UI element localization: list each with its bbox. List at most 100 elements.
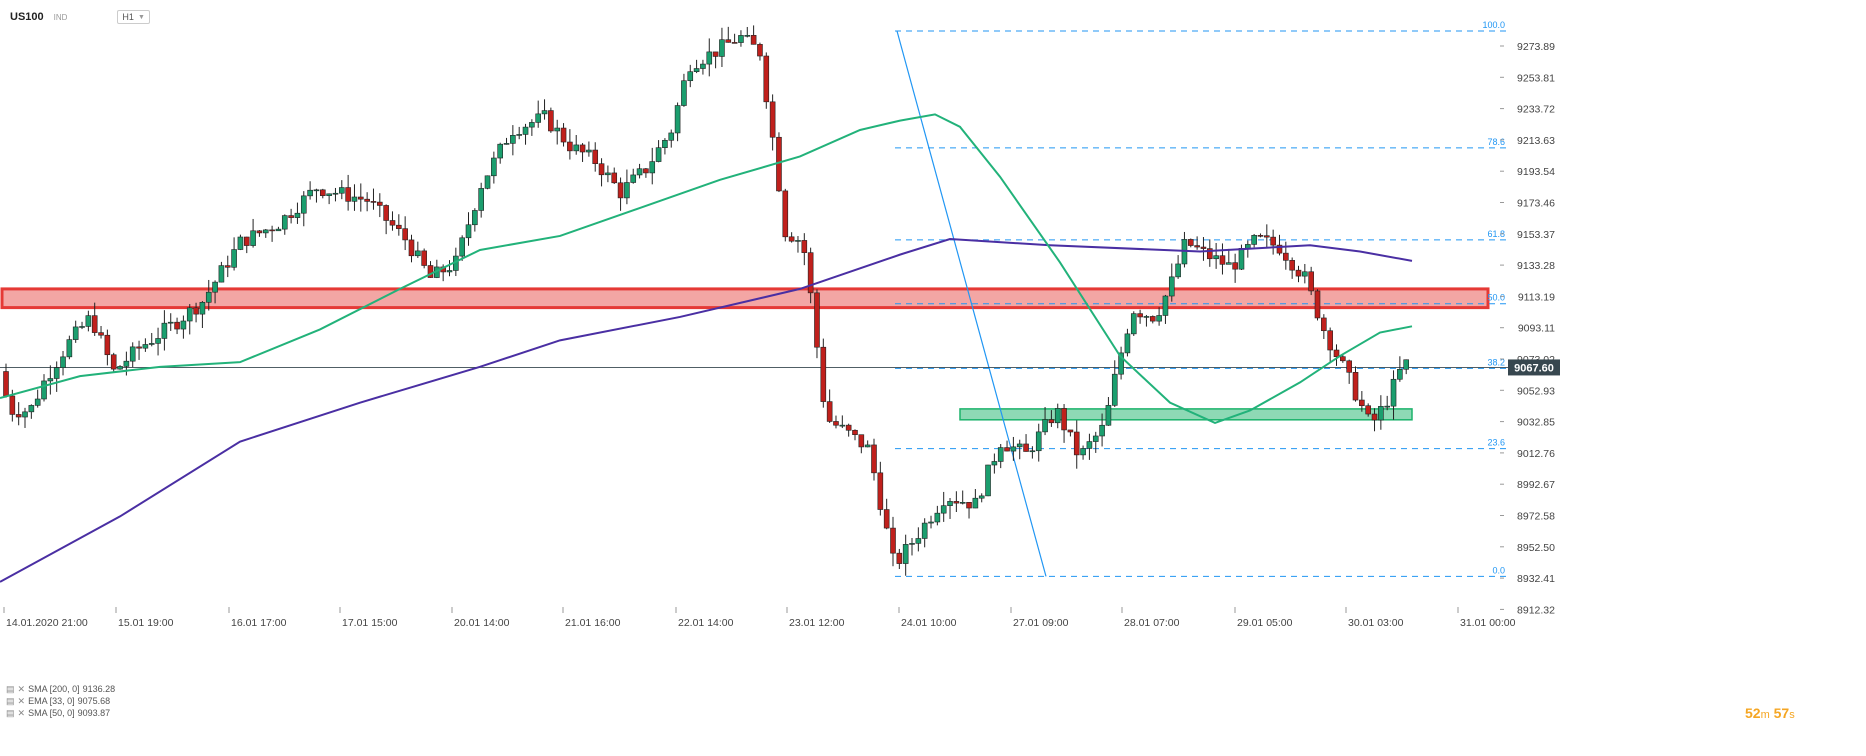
candle-body[interactable] xyxy=(1359,399,1365,407)
candle-body[interactable] xyxy=(402,228,408,241)
candle-body[interactable] xyxy=(472,210,478,226)
legend-row-sma50[interactable]: ▤ ✕ SMA [50, 0] 9093.87 xyxy=(6,707,115,719)
candle-body[interactable] xyxy=(541,110,548,115)
candle-body[interactable] xyxy=(491,157,497,177)
symbol-label[interactable]: US100 xyxy=(10,11,44,23)
indicator-settings-icon[interactable]: ▤ xyxy=(6,696,15,706)
candle-body[interactable] xyxy=(1365,405,1371,415)
candle-body[interactable] xyxy=(757,44,763,57)
candle-body[interactable] xyxy=(1086,441,1093,449)
candle-body[interactable] xyxy=(294,212,301,218)
candle-body[interactable] xyxy=(985,464,991,497)
candle-body[interactable] xyxy=(66,339,73,358)
candle-body[interactable] xyxy=(586,149,592,153)
candle-body[interactable] xyxy=(972,497,979,509)
candle-body[interactable] xyxy=(845,424,852,431)
candle-body[interactable] xyxy=(370,201,377,203)
candle-body[interactable] xyxy=(1371,413,1378,421)
candle-body[interactable] xyxy=(997,447,1004,462)
legend-row-ema33[interactable]: ▤ ✕ EMA [33, 0] 9075.68 xyxy=(6,695,115,707)
candle-body[interactable] xyxy=(966,502,972,509)
candle-body[interactable] xyxy=(9,395,16,415)
candle-body[interactable] xyxy=(579,144,586,153)
candle-body[interactable] xyxy=(617,182,624,199)
candle-body[interactable] xyxy=(174,321,180,330)
candle-body[interactable] xyxy=(205,291,212,303)
close-icon[interactable]: ✕ xyxy=(17,684,26,694)
candle-body[interactable] xyxy=(801,240,808,253)
candle-body[interactable] xyxy=(535,113,542,123)
candle-body[interactable] xyxy=(1137,313,1143,318)
candle-body[interactable] xyxy=(1283,252,1289,261)
candle-body[interactable] xyxy=(85,315,92,327)
candle-body[interactable] xyxy=(1321,317,1327,332)
candle-body[interactable] xyxy=(693,68,700,72)
candle-body[interactable] xyxy=(1403,359,1409,370)
candle-body[interactable] xyxy=(636,168,643,176)
candle-body[interactable] xyxy=(307,189,313,197)
indicator-settings-icon[interactable]: ▤ xyxy=(6,708,15,718)
candle-body[interactable] xyxy=(643,168,649,174)
candle-body[interactable] xyxy=(522,126,529,135)
candle-body[interactable] xyxy=(1187,239,1194,246)
candle-body[interactable] xyxy=(852,429,858,435)
candle-body[interactable] xyxy=(883,509,890,529)
candle-body[interactable] xyxy=(53,367,60,379)
candle-body[interactable] xyxy=(1149,316,1156,322)
candle-body[interactable] xyxy=(529,122,535,128)
candle-body[interactable] xyxy=(1105,405,1112,426)
close-icon[interactable]: ✕ xyxy=(17,708,26,718)
candle-body[interactable] xyxy=(22,411,28,418)
candle-body[interactable] xyxy=(408,239,415,257)
candle-body[interactable] xyxy=(465,224,472,239)
candle-body[interactable] xyxy=(674,105,681,134)
candle-body[interactable] xyxy=(1048,419,1055,424)
candle-body[interactable] xyxy=(377,201,383,206)
candle-body[interactable] xyxy=(180,320,187,330)
candle-body[interactable] xyxy=(681,80,687,106)
candle-body[interactable] xyxy=(548,110,554,132)
candle-body[interactable] xyxy=(991,461,998,466)
candle-body[interactable] xyxy=(921,522,928,539)
candle-body[interactable] xyxy=(1092,435,1099,442)
candle-body[interactable] xyxy=(763,55,770,103)
candle-body[interactable] xyxy=(896,552,903,564)
candle-body[interactable] xyxy=(1194,245,1200,248)
candle-body[interactable] xyxy=(161,322,168,339)
candle-body[interactable] xyxy=(275,228,282,232)
candle-body[interactable] xyxy=(839,424,846,427)
candle-body[interactable] xyxy=(1156,315,1162,322)
candle-body[interactable] xyxy=(41,380,47,400)
candle-body[interactable] xyxy=(750,35,757,45)
candle-body[interactable] xyxy=(953,501,960,504)
candle-body[interactable] xyxy=(814,292,820,348)
candle-body[interactable] xyxy=(60,356,66,368)
candle-body[interactable] xyxy=(256,230,263,234)
candle-body[interactable] xyxy=(516,134,522,136)
candle-body[interactable] xyxy=(1276,244,1283,254)
candle-body[interactable] xyxy=(662,139,668,148)
candle-body[interactable] xyxy=(668,132,675,141)
candle-body[interactable] xyxy=(1073,431,1080,456)
candle-body[interactable] xyxy=(313,189,320,192)
candle-body[interactable] xyxy=(1118,352,1124,375)
candle-body[interactable] xyxy=(858,434,865,448)
candle-body[interactable] xyxy=(592,149,599,164)
candle-body[interactable] xyxy=(1029,450,1036,453)
candle-body[interactable] xyxy=(928,521,934,524)
candle-body[interactable] xyxy=(1067,429,1074,433)
candle-body[interactable] xyxy=(712,51,719,57)
candle-body[interactable] xyxy=(1264,235,1270,238)
candle-body[interactable] xyxy=(1124,333,1131,354)
candle-body[interactable] xyxy=(421,250,427,266)
candle-body[interactable] xyxy=(719,39,725,57)
candle-body[interactable] xyxy=(1213,255,1219,260)
candle-body[interactable] xyxy=(1143,316,1150,318)
candle-body[interactable] xyxy=(281,215,288,230)
candle-body[interactable] xyxy=(396,224,402,229)
candle-body[interactable] xyxy=(978,495,985,499)
candle-body[interactable] xyxy=(1257,235,1264,237)
fib-trend-line[interactable] xyxy=(896,30,1047,577)
candle-body[interactable] xyxy=(700,63,706,69)
